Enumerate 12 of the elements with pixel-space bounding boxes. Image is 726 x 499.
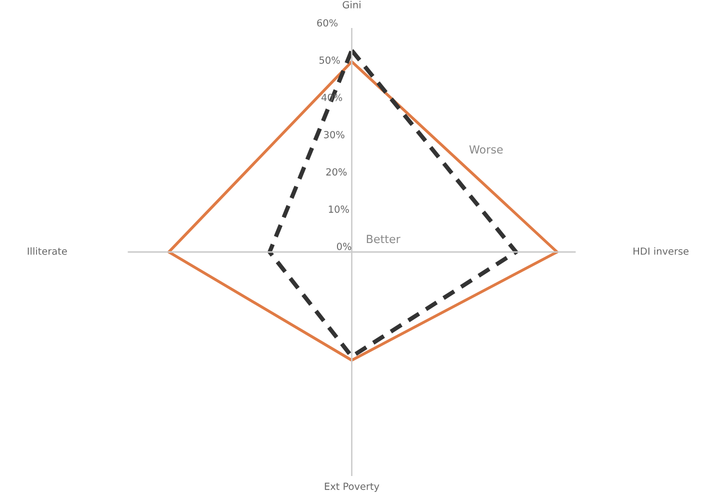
y-tick-label: 50% [319, 56, 340, 64]
spoke-label: Gini [342, 0, 360, 8]
y-tick-label: 60% [317, 19, 338, 27]
spoke-label: Illiterate [28, 247, 67, 255]
y-tick-label: 10% [328, 206, 349, 213]
y-tick-label: 20% [326, 168, 347, 176]
spoke-label: HDI inverse [634, 247, 689, 255]
text: Better [366, 234, 400, 244]
y-tick-label: 0% [336, 242, 352, 250]
spoke-label: Ext Poverty [324, 482, 380, 492]
y-tick-label: 30% [324, 130, 344, 138]
text: Worse [469, 145, 503, 154]
